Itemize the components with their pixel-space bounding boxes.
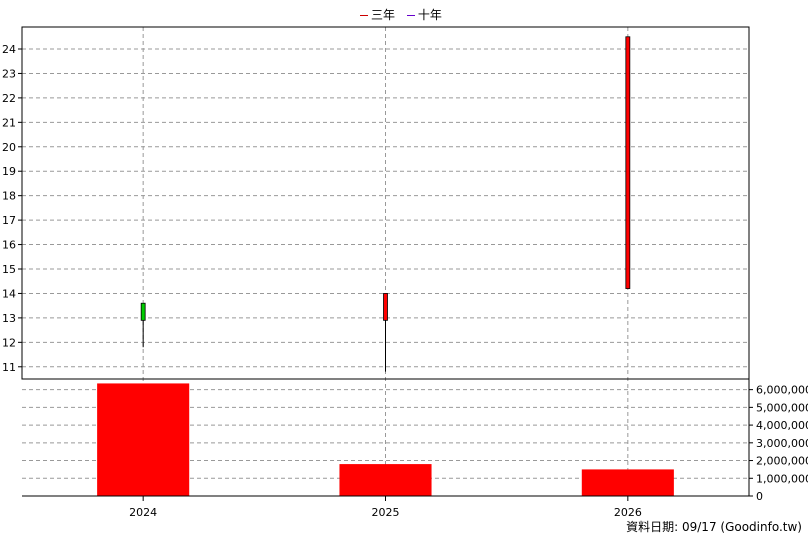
candle-body	[383, 293, 388, 321]
volume-tick-label: 3,000,000	[756, 437, 808, 450]
price-tick-label: 16	[2, 239, 16, 252]
data-date-footer: 資料日期: 09/17 (Goodinfo.tw)	[626, 520, 802, 534]
legend-label-ten-year: 十年	[417, 8, 442, 22]
price-tick-label: 11	[2, 361, 16, 374]
price-tick-label: 19	[2, 165, 16, 178]
price-tick-label: 18	[2, 190, 16, 203]
legend-swatch-ten-year	[406, 15, 415, 16]
volume-tick-label: 4,000,000	[756, 419, 808, 432]
price-tick-label: 23	[2, 67, 16, 80]
price-tick-label: 20	[2, 141, 16, 154]
price-tick-label: 21	[2, 116, 16, 129]
price-tick-label: 12	[2, 336, 16, 349]
candle-body	[625, 36, 631, 289]
volume-bar	[339, 464, 432, 496]
volume-tick-label: 0	[756, 490, 763, 503]
category-label: 2024	[129, 506, 157, 519]
volume-tick-label: 2,000,000	[756, 455, 808, 468]
legend-item-ten-year: 十年	[406, 6, 442, 23]
volume-tick-label: 5,000,000	[756, 401, 808, 414]
candle-body	[140, 302, 146, 321]
price-tick-label: 15	[2, 263, 16, 276]
volume-tick-label: 6,000,000	[756, 384, 808, 397]
volume-bar	[97, 383, 190, 496]
volume-tick-label: 1,000,000	[756, 472, 808, 485]
price-tick-label: 17	[2, 214, 16, 227]
price-tick-label: 14	[2, 287, 16, 300]
legend-item-three-year: 三年	[360, 6, 395, 23]
legend-swatch-three-year	[360, 15, 368, 16]
category-label: 2026	[614, 506, 642, 519]
price-plot-border	[21, 26, 750, 380]
price-tick-label: 13	[2, 312, 16, 325]
volume-bar	[581, 469, 674, 496]
legend-label-three-year: 三年	[371, 8, 396, 22]
price-tick-label: 22	[2, 92, 16, 105]
category-label: 2025	[372, 506, 400, 519]
chart-legend: 三年 十年	[360, 6, 450, 23]
price-tick-label: 24	[2, 43, 16, 56]
